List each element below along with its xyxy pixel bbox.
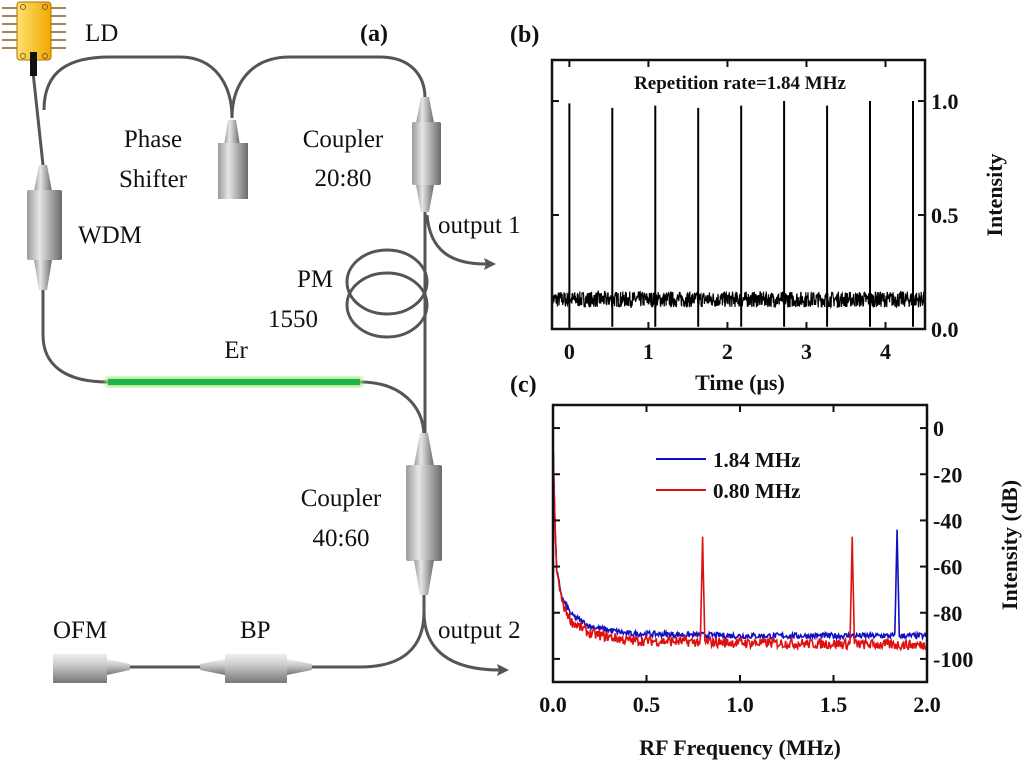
chart-1-xtick-label: 2.0 [913, 692, 941, 717]
fiber-phase-shifter-to-coupler [230, 55, 427, 119]
chart-c-xlabel: RF Frequency (MHz) [639, 735, 841, 760]
ofm-label: OFM [53, 617, 107, 644]
chart-0-ytick-label: 0.5 [931, 203, 959, 228]
chart-0-xtick-label: 3 [801, 339, 812, 364]
panel-label-b: (b) [510, 22, 539, 48]
er-doped-fiber [108, 379, 360, 385]
chart-1-xtick-label: 0.0 [539, 692, 567, 717]
chart-0-ytick-label: 1.0 [931, 89, 959, 114]
chart-1-ytick-label: -100 [933, 647, 973, 672]
chart-1-xtick-label: 0.5 [633, 692, 661, 717]
chart-c-marks [552, 439, 928, 652]
phase-shifter-label-1: Phase [124, 126, 182, 153]
chart-1-xtick-label: 1.5 [820, 692, 848, 717]
chart-c-legend: 1.84 MHz 0.80 MHz [656, 448, 800, 503]
chart-0-xtick-label: 1 [643, 339, 654, 364]
fiber-loop-to-phase-shifter [42, 55, 234, 119]
bandpass-filter-icon [200, 654, 312, 683]
chart-b-annotation: Repetition rate=1.84 MHz [634, 73, 846, 94]
legend-label-0-80: 0.80 MHz [713, 479, 800, 503]
panel-label-c: (c) [510, 372, 537, 398]
legend-label-1-84: 1.84 MHz [713, 448, 800, 472]
chart-b-frame [550, 58, 927, 331]
chart-b-noise-trace [551, 289, 926, 310]
chart-c: (c) 0.0 0.5 1.0 1.5 2.0 0 -20 -40 -60 -80 -100 1.8… [510, 372, 1022, 760]
ofm-icon [53, 654, 130, 683]
chart-c-series-1-84-mhz [552, 439, 928, 642]
pm-fiber-coil-2 [345, 271, 429, 339]
chart-1-xtick-label: 1.0 [726, 692, 754, 717]
coupler-20-80-icon [412, 97, 441, 212]
output1-label: output 1 [438, 212, 521, 239]
phase-shifter-label-2: Shifter [119, 166, 188, 193]
laser-diode-icon [2, 1, 66, 76]
output2-arrow [497, 664, 509, 676]
chart-1-ytick-label: -60 [933, 555, 962, 580]
pm-fiber-coil-1 [345, 248, 429, 316]
chart-b-marks [551, 101, 926, 327]
chart-c-ticks: 0.0 0.5 1.0 1.5 2.0 0 -20 -40 -60 -80 -100 [539, 405, 973, 717]
fiber-output2 [422, 611, 501, 672]
chart-0-xtick-label: 2 [722, 339, 733, 364]
coupler2-label-2: 40:60 [313, 525, 370, 552]
coupler2-label-1: Coupler [301, 485, 382, 512]
pm-label-1: PM [297, 266, 333, 293]
chart-0-ytick-label: 0.0 [931, 317, 959, 342]
coupler1-label-2: 20:80 [315, 165, 372, 192]
chart-b-ylabel: Intensity [982, 153, 1007, 236]
chart-c-series-0-80-mhz [552, 439, 927, 652]
output2-label: output 2 [438, 617, 521, 644]
coupler1-label-1: Coupler [303, 126, 384, 153]
chart-b: (b) 0 1 2 3 4 0.0 0.5 1.0 Repetition rate=1.84 … [510, 22, 1007, 395]
chart-0-xtick-label: 4 [880, 339, 891, 364]
phase-shifter-icon [218, 120, 248, 199]
chart-1-ytick-label: 0 [933, 416, 944, 441]
setup-diagram: LD (a) Phase Shifter Coupler 20:80 WDM o… [2, 1, 521, 683]
fiber-to-bp [312, 611, 426, 669]
bp-label: BP [240, 617, 271, 644]
chart-b-ticks: 0 1 2 3 4 0.0 0.5 1.0 [552, 60, 959, 364]
wdm-label: WDM [78, 222, 142, 249]
wdm-icon [27, 165, 62, 290]
fiber-wdm-to-er [41, 290, 109, 384]
chart-1-ytick-label: -20 [933, 462, 962, 487]
chart-b-xlabel: Time (μs) [695, 370, 785, 395]
er-label: Er [224, 337, 248, 364]
ld-label: LD [85, 20, 118, 47]
output1-arrow [484, 258, 496, 270]
fiber-output1 [425, 214, 491, 266]
fiber-ld-to-wdm [31, 71, 45, 166]
chart-c-ylabel: Intensity (dB) [997, 480, 1022, 610]
pm-label-2: 1550 [268, 306, 318, 333]
chart-1-ytick-label: -40 [933, 508, 962, 533]
panel-label-a: (a) [360, 21, 388, 47]
chart-1-ytick-label: -80 [933, 601, 962, 626]
fiber-er-to-coupler2 [359, 380, 426, 436]
coupler-40-60-icon [406, 433, 442, 595]
chart-0-xtick-label: 0 [564, 339, 575, 364]
